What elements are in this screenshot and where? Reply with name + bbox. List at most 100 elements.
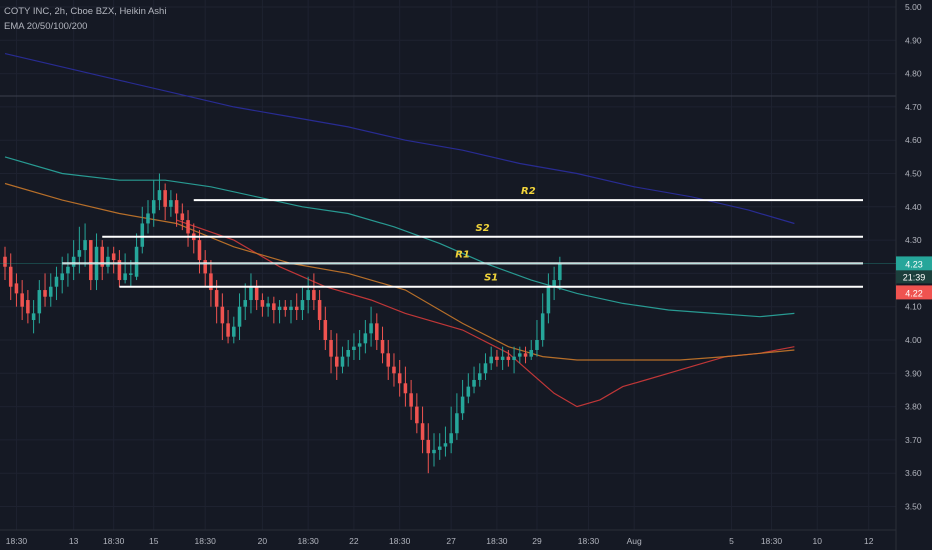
candle-body[interactable] (466, 386, 471, 397)
candle-body[interactable] (163, 190, 167, 207)
candle-body[interactable] (197, 240, 202, 261)
candle-body[interactable] (8, 266, 13, 287)
candle-body[interactable] (460, 396, 465, 414)
candle-body[interactable] (357, 343, 362, 347)
candle-body[interactable] (277, 306, 282, 311)
candle-body[interactable] (420, 423, 425, 440)
candle-body[interactable] (83, 240, 87, 251)
candle-body[interactable] (209, 273, 213, 291)
candle-body[interactable] (232, 326, 236, 337)
candle-body[interactable] (415, 406, 419, 424)
candle-body[interactable] (512, 356, 516, 360)
candle-body[interactable] (3, 256, 7, 267)
candle-body[interactable] (455, 413, 459, 434)
candle-body[interactable] (283, 306, 288, 311)
candle-body[interactable] (266, 303, 270, 307)
candle-body[interactable] (111, 253, 116, 261)
candle-body[interactable] (237, 306, 242, 327)
candle-body[interactable] (346, 349, 350, 357)
candle-body[interactable] (329, 340, 333, 357)
candle-body[interactable] (66, 266, 70, 274)
candle-body[interactable] (48, 286, 53, 297)
candle-body[interactable] (180, 213, 185, 221)
candle-body[interactable] (43, 290, 47, 297)
candle-body[interactable] (380, 340, 385, 354)
candle-body[interactable] (386, 353, 391, 367)
candle-body[interactable] (552, 280, 556, 287)
candle-body[interactable] (540, 313, 545, 340)
candle-body[interactable] (546, 286, 551, 314)
candle-body[interactable] (203, 260, 207, 274)
candle-body[interactable] (500, 356, 505, 360)
candle-body[interactable] (392, 366, 396, 374)
candle-body[interactable] (60, 273, 64, 281)
ema-line-ema-200 (4, 53, 795, 225)
candle-body[interactable] (363, 333, 368, 344)
candle-body[interactable] (243, 300, 248, 307)
candle-body[interactable] (169, 200, 173, 207)
candle-body[interactable] (20, 293, 24, 307)
candle-body[interactable] (449, 433, 453, 444)
candle-body[interactable] (483, 363, 488, 374)
candle-body[interactable] (260, 300, 265, 307)
candle-body[interactable] (220, 306, 225, 324)
candle-body[interactable] (558, 263, 562, 281)
candle-body[interactable] (300, 300, 305, 311)
candle-body[interactable] (437, 446, 442, 450)
candle-body[interactable] (312, 290, 316, 301)
candle-body[interactable] (317, 300, 322, 321)
candle-body[interactable] (472, 379, 476, 387)
candle-body[interactable] (289, 306, 293, 311)
candle-body[interactable] (489, 356, 493, 364)
candle-body[interactable] (535, 340, 539, 350)
candle-body[interactable] (89, 240, 93, 281)
candle-body[interactable] (340, 356, 345, 367)
candle-body[interactable] (174, 200, 179, 214)
candle-body[interactable] (134, 246, 139, 277)
indicator-legend[interactable]: EMA 20/50/100/200 (4, 21, 88, 32)
candle-body[interactable] (129, 273, 133, 275)
candle-body[interactable] (495, 356, 499, 360)
candle-body[interactable] (100, 246, 105, 267)
candle-body[interactable] (443, 443, 448, 447)
candle-body[interactable] (306, 290, 310, 301)
candle-body[interactable] (529, 349, 534, 357)
candle-body[interactable] (249, 286, 253, 301)
candle-body[interactable] (106, 256, 110, 267)
candle-body[interactable] (397, 373, 402, 384)
candle-body[interactable] (523, 353, 528, 357)
candle-body[interactable] (151, 200, 156, 214)
candle-body[interactable] (71, 256, 76, 267)
candle-body[interactable] (214, 290, 219, 307)
candle-body[interactable] (506, 356, 511, 360)
candle-body[interactable] (77, 250, 82, 257)
candle-body[interactable] (518, 353, 522, 357)
candle-body[interactable] (409, 393, 413, 407)
candle-body[interactable] (403, 383, 408, 394)
candle-body[interactable] (146, 213, 150, 224)
candle-body[interactable] (226, 323, 230, 337)
candle-body[interactable] (123, 273, 127, 281)
candle-body[interactable] (432, 449, 436, 454)
candle-body[interactable] (140, 223, 145, 247)
candle-body[interactable] (352, 346, 356, 350)
candle-body[interactable] (477, 373, 482, 380)
candle-body[interactable] (375, 323, 379, 340)
candle-body[interactable] (426, 439, 431, 454)
candle-body[interactable] (26, 300, 30, 314)
candle-body[interactable] (334, 356, 339, 367)
candle-body[interactable] (31, 313, 36, 321)
candle-body[interactable] (323, 320, 328, 340)
candle-body[interactable] (54, 276, 59, 287)
candle-body[interactable] (294, 306, 299, 311)
candle-body[interactable] (272, 303, 276, 311)
candle-body[interactable] (186, 220, 190, 234)
candle-body[interactable] (254, 286, 259, 301)
candle-body[interactable] (369, 323, 373, 334)
candle-body[interactable] (14, 283, 19, 294)
candle-body[interactable] (157, 190, 162, 201)
candle-body[interactable] (117, 260, 122, 281)
candle-body[interactable] (37, 290, 42, 314)
